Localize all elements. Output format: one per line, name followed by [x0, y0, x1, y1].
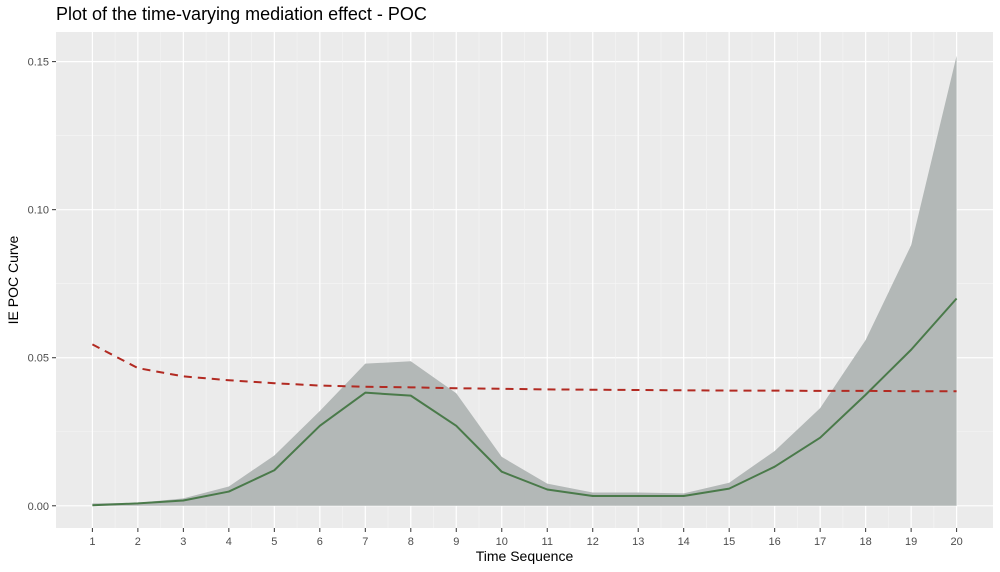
- x-tick-label: 3: [180, 536, 186, 548]
- x-tick-label: 13: [632, 536, 644, 548]
- x-tick-label: 19: [905, 536, 917, 548]
- x-tick-label: 16: [769, 536, 781, 548]
- x-tick-label: 6: [317, 536, 323, 548]
- x-tick-label: 17: [814, 536, 826, 548]
- x-tick-label: 2: [135, 536, 141, 548]
- x-tick-label: 9: [453, 536, 459, 548]
- chart-title: Plot of the time-varying mediation effec…: [56, 4, 427, 24]
- y-tick-label: 0.00: [28, 501, 49, 513]
- x-tick-label: 20: [950, 536, 962, 548]
- x-tick-label: 14: [678, 536, 690, 548]
- x-tick-label: 1: [89, 536, 95, 548]
- x-tick-label: 4: [226, 536, 232, 548]
- y-tick-label: 0.15: [28, 57, 49, 69]
- x-tick-label: 12: [587, 536, 599, 548]
- dashed-line-series: [91, 343, 957, 393]
- confidence-band-area: [92, 55, 957, 506]
- x-tick-label: 15: [723, 536, 735, 548]
- x-tick-label: 18: [860, 536, 872, 548]
- x-tick-label: 5: [271, 536, 277, 548]
- x-tick-label: 10: [496, 536, 508, 548]
- solid-line-series: [92, 297, 958, 507]
- data-layer: [91, 55, 958, 507]
- y-tick-label: 0.05: [28, 353, 49, 365]
- y-tick-label: 0.10: [28, 205, 49, 217]
- x-tick-label: 7: [362, 536, 368, 548]
- axes: 0.000.050.100.151 2 3 4 5 6 7 8 9 10 11 12 13 14 15 16 1…: [28, 57, 963, 548]
- x-tick-label: 8: [408, 536, 414, 548]
- x-tick-label: 11: [542, 536, 553, 548]
- x-axis-title: Time Sequence: [476, 548, 574, 564]
- y-axis-title: IE POC Curve: [5, 235, 21, 324]
